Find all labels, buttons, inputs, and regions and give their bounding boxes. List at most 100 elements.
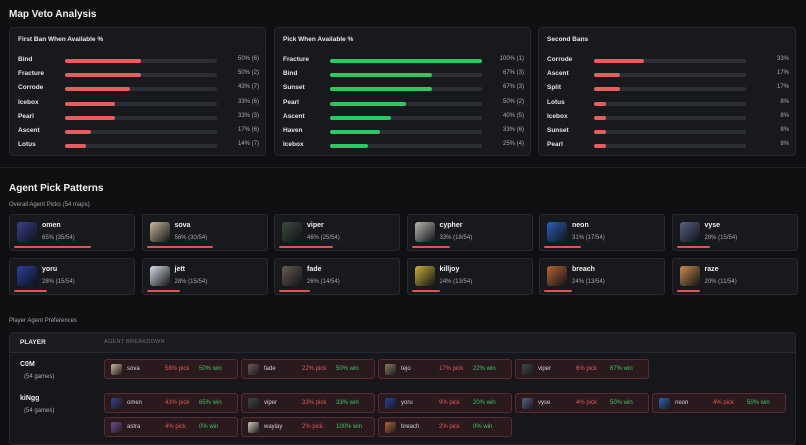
chip-pick-rate: 2% pick [302,424,324,430]
agent-preference-chip[interactable]: neon 4% pick 50% win [652,393,786,413]
veto-bar-fill [65,144,87,149]
agent-preference-chip[interactable]: astra 4% pick 0% win [104,417,238,437]
chip-pick-rate: 4% pick [576,400,598,406]
veto-bar-track [594,73,746,78]
map-name: Pearl [283,98,299,106]
agent-preference-chip[interactable]: viper 6% pick 67% win [515,359,649,379]
chip-pick-rate: 33% pick [302,400,327,406]
agent-preference-chip[interactable]: yoru 9% pick 20% win [378,393,512,413]
veto-bar-track [594,130,746,134]
veto-bar-fill [330,87,432,92]
agent-card[interactable]: viper 46% (25/54) [274,214,400,251]
agent-preference-chip[interactable]: omen 43% pick 65% win [104,393,238,413]
veto-bar-track [65,73,217,78]
chip-agent-name: viper [264,400,278,406]
map-name: Split [547,84,562,92]
agent-card[interactable]: vyse 28% (15/54) [671,214,798,251]
chip-win-rate: 67% win [610,366,633,372]
map-name: Ascent [18,127,40,134]
chip-win-rate: 50% win [610,400,633,406]
map-name: Lotus [18,141,36,149]
panel-title: Second Bans [547,36,589,43]
chip-pick-rate: 58% pick [165,366,190,372]
veto-value: 40% (5) [502,112,524,119]
agent-card[interactable]: yoru 28% (15/54) [9,258,135,295]
veto-row: Corrode 33% [539,55,795,67]
agent-name: killjoy [439,266,460,273]
map-name: Corrode [547,56,573,63]
map-name: Sunset [283,84,305,92]
veto-bar-track [330,130,482,134]
agent-pick-bar [14,246,91,248]
tejo-portrait-icon [385,364,396,375]
section-divider [0,167,806,168]
chip-win-rate: 100% win [336,424,363,430]
map-name: Icebox [283,141,304,149]
agent-preference-chip[interactable]: sova 58% pick 50% win [104,359,238,379]
neon-portrait-icon [547,222,567,242]
agent-card[interactable]: fade 26% (14/54) [274,258,400,295]
agent-card[interactable]: neon 31% (17/54) [539,214,665,251]
agent-name: raze [704,266,719,273]
agent-stat: 46% (25/54) [307,235,340,241]
veto-value: 14% (7) [237,141,259,148]
veto-value: 33% [776,56,789,62]
veto-panel: First Ban When Available % Bind 50% (6) Fra… [9,27,266,156]
chip-agent-name: yoru [401,400,413,406]
map-name: Corrode [18,84,44,92]
map-name: Sunset [547,127,569,134]
player-name: kiNgg [20,395,40,402]
veto-value: 8% [780,141,789,148]
agent-preference-chip[interactable]: viper 33% pick 33% win [241,393,375,413]
veto-value: 8% [780,98,789,105]
agent-card[interactable]: raze 20% (11/54) [671,258,798,295]
veto-row: Bind 67% (3) [275,69,530,81]
veto-bar-track [330,101,482,106]
veto-value: 43% (7) [237,84,259,91]
veto-value: 67% (3) [502,70,524,77]
chip-pick-rate: 9% pick [439,400,461,406]
fade-portrait-icon [282,266,302,286]
chip-pick-rate: 4% pick [713,400,735,406]
veto-bar-track [65,115,217,120]
veto-bar-fill [330,115,391,120]
veto-value: 50% (6) [237,56,259,62]
map-name: Bind [18,56,33,63]
veto-row: Ascent 17% (6) [10,126,265,138]
agent-name: fade [307,266,322,273]
agent-card[interactable]: breach 24% (13/54) [539,258,665,295]
veto-bar-track [594,144,746,149]
agent-stat: 65% (35/54) [42,235,75,241]
agent-card[interactable]: killjoy 24% (13/54) [406,258,533,295]
veto-bar-fill [65,59,141,63]
agent-stat: 24% (13/54) [439,279,473,285]
veto-value: 67% (3) [502,84,524,91]
veto-bar-fill [330,59,482,63]
agent-preference-chip[interactable]: fade 22% pick 50% win [241,359,375,379]
agent-preference-chip[interactable]: tejo 17% pick 22% win [378,359,512,379]
veto-bar-fill [594,144,607,149]
agent-card[interactable]: jett 28% (15/54) [141,258,268,295]
veto-value: 17% [776,84,789,91]
veto-bar-track [65,59,217,63]
veto-bar-fill [65,87,131,92]
veto-row: Fracture 50% (2) [10,69,265,81]
chip-win-rate: 33% win [336,400,359,406]
map-name: Haven [283,127,303,134]
agent-pick-bar [544,246,581,248]
agent-card[interactable]: sova 56% (30/54) [141,214,268,251]
agent-card[interactable]: omen 65% (35/54) [9,214,135,251]
agent-preference-chip[interactable]: waylay 2% pick 100% win [241,417,375,437]
agent-card[interactable]: cypher 33% (18/54) [406,214,533,251]
agent-pick-bar [279,290,310,292]
agent-preference-chip[interactable]: breach 2% pick 0% win [378,417,512,437]
agent-pick-bar [676,246,710,248]
waylay-portrait-icon [248,422,259,433]
veto-bar-track [330,87,482,92]
veto-bar-fill [65,73,141,78]
veto-row: Ascent 17% [539,69,795,81]
agent-preference-chip[interactable]: vyse 4% pick 50% win [515,393,649,413]
veto-bar-track [330,59,482,63]
agent-stat: 26% (14/54) [307,279,340,285]
agent-pick-bar [676,290,701,292]
